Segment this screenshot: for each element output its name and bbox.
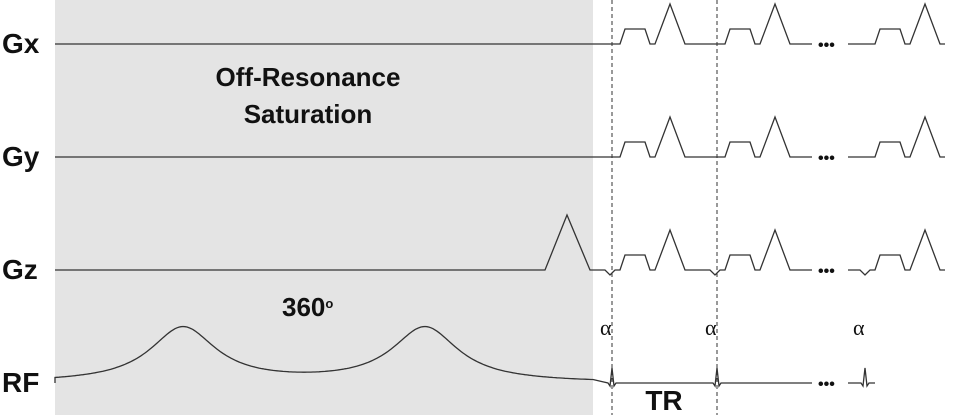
alpha-label: α — [853, 315, 865, 340]
saturation-title: Saturation — [244, 99, 373, 129]
waveform — [55, 213, 945, 276]
flip-unit: o — [325, 296, 333, 311]
tr-label: TR — [645, 385, 682, 415]
channel-label: Gx — [2, 28, 40, 59]
flip-value: 360 — [282, 292, 325, 322]
saturation-title: Off-Resonance — [216, 62, 401, 92]
alpha-label: α — [705, 315, 717, 340]
alpha-label: α — [600, 315, 612, 340]
ellipsis: ••• — [818, 150, 835, 167]
waveform — [55, 2, 945, 45]
channel-label: Gz — [2, 254, 38, 285]
channel-label: Gy — [2, 141, 40, 172]
ellipsis: ••• — [818, 263, 835, 280]
ellipsis: ••• — [818, 376, 835, 393]
flip-angle: 360o — [282, 292, 333, 322]
waveform — [55, 115, 945, 158]
saturation-region — [55, 0, 593, 415]
ellipsis: ••• — [818, 37, 835, 54]
channel-label: RF — [2, 367, 39, 398]
waveform — [54, 325, 875, 388]
